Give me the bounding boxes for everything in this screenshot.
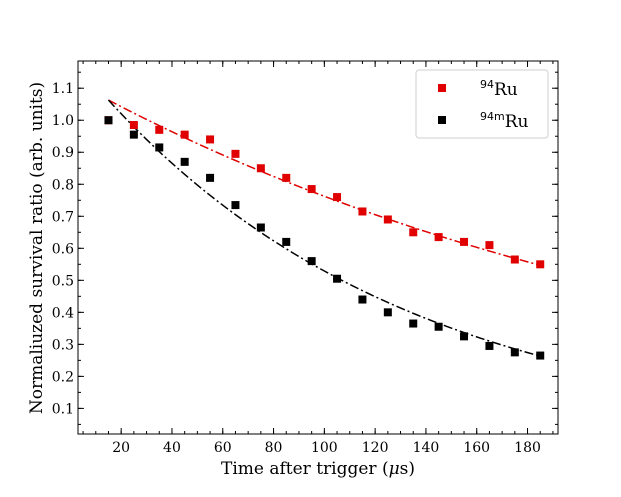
marker-94mru [409,319,418,328]
marker-94mru [104,116,113,125]
plot-frame [77,60,559,435]
marker-94ru [333,193,342,202]
legend-label-94mru: 94mRu [480,110,529,132]
marker-94ru [460,237,469,246]
marker-94mru [383,308,392,317]
marker-94ru [434,233,443,242]
marker-94ru [510,255,519,264]
y-tick-label: 0.6 [52,241,74,257]
marker-94ru [129,121,138,130]
fit-line-94mru [107,99,541,357]
x-tick-label: 140 [413,440,440,456]
x-tick-label: 120 [362,440,389,456]
legend-marker-94ru [438,84,446,92]
x-tick-label: 40 [163,440,181,456]
y-tick-label: 0.4 [52,305,74,321]
legend-marker-94mru [438,116,446,124]
marker-94mru [206,173,215,182]
marker-94mru [129,130,138,139]
marker-94mru [307,257,316,266]
marker-94mru [155,143,164,152]
marker-94mru [231,201,240,210]
y-tick-label: 0.8 [52,177,74,193]
marker-94mru [333,274,342,283]
y-tick-label: 0.5 [52,273,74,289]
legend: 94Ru 94mRu [415,69,549,139]
marker-94mru [434,322,443,331]
marker-94mru [536,351,545,360]
fit-curves [107,99,541,357]
marker-94ru [536,260,545,269]
y-tick-label: 1.1 [52,81,74,97]
x-tick-label: 60 [214,440,232,456]
y-tick-label: 0.9 [52,145,74,161]
marker-94ru [231,149,240,158]
x-tick-label: 180 [514,440,541,456]
y-tick-label: 0.2 [52,369,74,385]
marker-94ru [206,135,215,144]
y-tick-label: 0.3 [52,337,74,353]
x-tick-label: 160 [463,440,490,456]
marker-94ru [256,164,265,173]
marker-94ru [409,228,418,237]
fit-line-94ru [108,99,541,267]
marker-94mru [282,237,291,246]
x-tick-label: 100 [311,440,338,456]
marker-94ru [282,173,291,182]
y-tick-label: 0.7 [52,209,74,225]
y-axis-ticks: 0.1 0.2 0.3 0.4 0.5 0.6 0.7 0.8 0.9 1.0 1.1 [52,71,558,425]
y-axis-label: Normaliuzed survival ratio (arb. units) [27,82,47,414]
x-tick-label: 80 [265,440,283,456]
x-tick-label: 20 [112,440,130,456]
marker-94ru [307,185,316,194]
marker-94ru [180,130,189,139]
x-axis-ticks: 20 40 60 80 100 120 140 160 180 [82,61,554,456]
marker-94ru [155,125,164,134]
marker-94ru [358,207,367,216]
marker-94mru [460,332,469,341]
data-markers [104,116,545,360]
marker-94mru [180,157,189,166]
marker-94mru [358,295,367,304]
marker-94mru [256,223,265,232]
y-tick-label: 1.0 [52,113,74,129]
legend-label-94ru: 94Ru [480,78,518,100]
marker-94mru [510,348,519,357]
x-axis-label: Time after trigger (μs) [221,459,415,479]
y-tick-label: 0.1 [52,401,74,417]
legend-frame [415,69,549,139]
marker-94mru [485,341,494,350]
marker-94ru [383,215,392,224]
marker-94ru [485,241,494,250]
